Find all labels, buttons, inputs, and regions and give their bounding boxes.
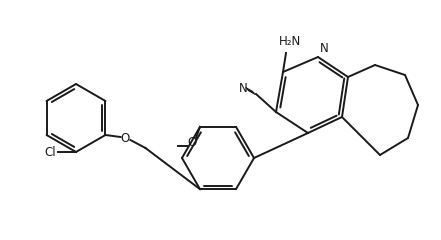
Text: H₂N: H₂N [279,35,301,48]
Text: N: N [239,83,247,96]
Text: N: N [320,42,329,55]
Text: Cl: Cl [45,145,56,158]
Text: O: O [187,136,197,149]
Text: O: O [121,132,130,144]
